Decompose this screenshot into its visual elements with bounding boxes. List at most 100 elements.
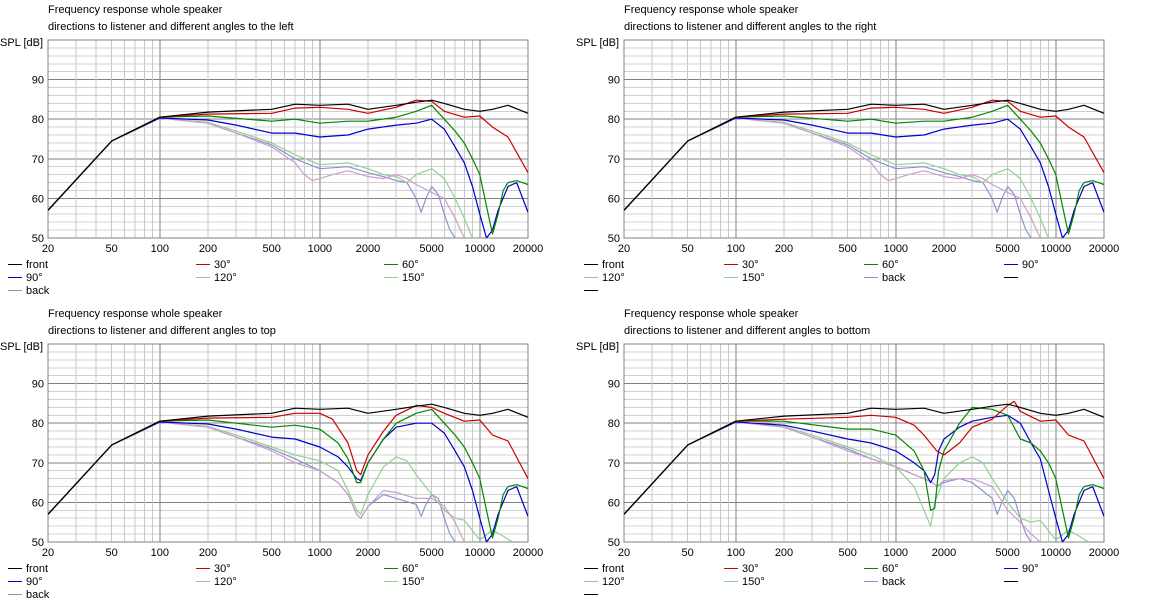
legend-label: 30° — [742, 259, 759, 271]
y-tick-label: 60 — [32, 497, 44, 509]
x-tick-label: 1000 — [884, 547, 908, 559]
x-tick-label: 500 — [838, 547, 856, 559]
legend-swatch — [724, 276, 738, 278]
legend-swatch — [584, 593, 598, 595]
legend-item-60: 60° — [384, 563, 419, 576]
legend-swatch — [1004, 263, 1018, 265]
legend-swatch — [384, 263, 398, 265]
legend-item-front: front — [8, 259, 48, 272]
x-tick-label: 200 — [199, 243, 217, 255]
legend-item-120: 120° — [196, 272, 237, 285]
y-tick-label: 70 — [608, 458, 620, 470]
y-tick-label: 80 — [608, 418, 620, 430]
legend-label: 120° — [602, 272, 625, 284]
x-tick-label: 5000 — [419, 547, 443, 559]
x-tick-label: 20 — [618, 547, 630, 559]
x-tick-label: 20 — [42, 547, 54, 559]
legend-swatch — [8, 567, 22, 569]
x-tick-label: 2000 — [356, 243, 380, 255]
chart-subtitle: directions to listener and different ang… — [624, 21, 877, 33]
x-tick-label: 20000 — [1089, 243, 1120, 255]
series-line-120 — [48, 117, 465, 238]
chart-panel-bottom: Frequency response whole speaker directi… — [576, 304, 1152, 608]
x-tick-label: 500 — [262, 547, 280, 559]
legend-label: 60° — [402, 259, 419, 271]
legend-label: 30° — [214, 563, 231, 575]
x-tick-label: 1000 — [884, 243, 908, 255]
x-tick-label: 100 — [727, 547, 745, 559]
legend-label: front — [602, 259, 625, 271]
legend-label: 150° — [742, 576, 765, 588]
legend-swatch — [724, 263, 738, 265]
x-tick-label: 200 — [199, 547, 217, 559]
chart-panel-top: Frequency response whole speaker directi… — [0, 304, 576, 608]
legend-swatch — [1004, 276, 1018, 278]
legend-label: front — [602, 563, 625, 575]
chart-panel-right: Frequency response whole speaker directi… — [576, 0, 1152, 304]
series-line-front — [624, 99, 1104, 211]
legend-item-60: 60° — [864, 563, 899, 576]
plot-area — [48, 40, 528, 238]
legend-item-blank — [584, 285, 602, 298]
series-line-front — [48, 99, 528, 211]
legend-item-back: back — [8, 589, 49, 602]
chart-subtitle: directions to listener and different ang… — [48, 21, 294, 33]
legend-swatch — [196, 263, 210, 265]
legend-label: 90° — [26, 576, 43, 588]
legend-swatch — [864, 580, 878, 582]
x-tick-label: 2000 — [932, 547, 956, 559]
legend-item-30: 30° — [724, 563, 759, 576]
chart-title: Frequency response whole speaker — [624, 4, 799, 16]
x-tick-label: 50 — [106, 547, 118, 559]
x-tick-label: 200 — [775, 547, 793, 559]
series-line-front — [624, 403, 1104, 515]
legend-swatch — [8, 263, 22, 265]
legend-swatch — [196, 276, 210, 278]
y-tick-label: 90 — [32, 75, 44, 87]
legend-item-front: front — [584, 563, 624, 576]
legend-item-30: 30° — [196, 563, 231, 576]
legend-label: front — [26, 563, 49, 575]
x-tick-label: 100 — [727, 243, 745, 255]
y-tick-label: 70 — [608, 154, 620, 166]
legend-swatch — [584, 567, 598, 569]
legend-item-90: 90° — [8, 272, 43, 285]
chart-title: Frequency response whole speaker — [48, 4, 223, 16]
legend-swatch — [864, 276, 878, 278]
series-line-150 — [624, 421, 1089, 542]
legend-label: 60° — [882, 563, 899, 575]
legend-item-blank — [584, 589, 602, 602]
y-axis-label: SPL [dB] — [576, 37, 620, 49]
y-axis-label: SPL [dB] — [0, 341, 44, 353]
y-axis-label: SPL [dB] — [0, 37, 44, 49]
legend-swatch — [196, 580, 210, 582]
x-tick-label: 500 — [838, 243, 856, 255]
x-tick-label: 1000 — [308, 243, 332, 255]
legend-item-150: 150° — [724, 576, 765, 589]
legend-item-120: 120° — [584, 272, 625, 285]
series-line-front — [48, 403, 528, 515]
y-tick-label: 90 — [32, 379, 44, 391]
series-line-150 — [624, 117, 1050, 238]
legend-item-120: 120° — [196, 576, 237, 589]
legend-swatch — [584, 289, 598, 291]
legend-swatch — [584, 276, 598, 278]
legend-label: 60° — [402, 563, 419, 575]
chart-title: Frequency response whole speaker — [48, 308, 223, 320]
x-tick-label: 1000 — [308, 547, 332, 559]
legend-item-blank — [1004, 272, 1022, 285]
x-tick-label: 50 — [682, 243, 694, 255]
legend-label: 120° — [602, 576, 625, 588]
legend-label: back — [882, 576, 906, 588]
legend-item-120: 120° — [584, 576, 625, 589]
y-tick-label: 50 — [32, 233, 44, 245]
x-tick-label: 50 — [106, 243, 118, 255]
plot-frame — [623, 39, 1105, 239]
legend-swatch — [584, 580, 598, 582]
legend-swatch — [8, 593, 22, 595]
series-line-90 — [624, 117, 1104, 238]
legend-label: 90° — [1022, 259, 1039, 271]
legend-swatch — [8, 289, 22, 291]
